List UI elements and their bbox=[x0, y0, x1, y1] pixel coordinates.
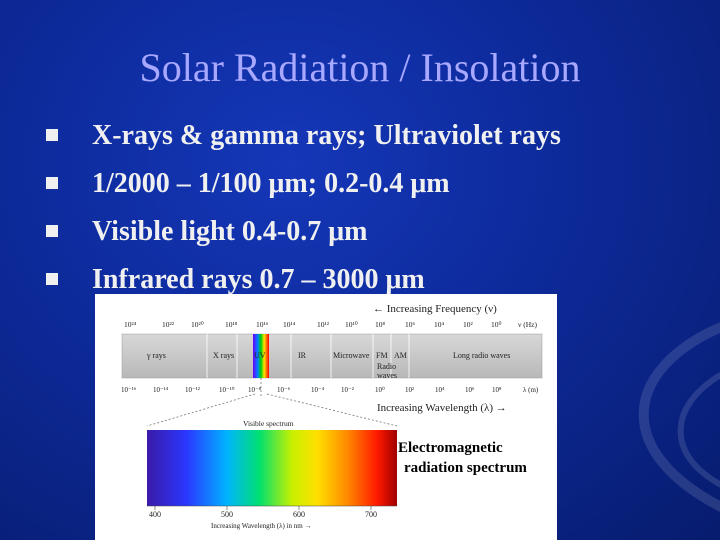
visible-band-stripe bbox=[253, 334, 269, 378]
wavelength-unit: λ (m) bbox=[523, 386, 539, 394]
frequency-tick: 10¹⁰ bbox=[345, 320, 358, 329]
bullet-list: X-rays & gamma rays; Ultraviolet rays 1/… bbox=[44, 112, 561, 304]
frequency-tick: 10⁴ bbox=[434, 320, 445, 329]
frequency-tick: 10²² bbox=[162, 320, 175, 329]
bullet-text: Visible light 0.4-0.7 μm bbox=[92, 216, 368, 247]
frequency-tick: 10²⁰ bbox=[191, 320, 204, 329]
frequency-tick: 10⁸ bbox=[375, 320, 386, 329]
wavelength-tick: 10⁴ bbox=[435, 386, 445, 394]
wavelength-axis-label: Increasing Wavelength (λ) → bbox=[377, 402, 507, 414]
square-bullet-icon bbox=[46, 225, 58, 237]
wavelength-tick: 10⁻² bbox=[341, 386, 354, 394]
bullet-item: X-rays & gamma rays; Ultraviolet rays bbox=[44, 112, 561, 160]
em-spectrum-diagram: ← Increasing Frequency (ν) 10²⁴ 10²² 10²… bbox=[121, 303, 543, 530]
visible-spectrum-gradient bbox=[147, 430, 397, 506]
bullet-text: 1/2000 – 1/100 μm; 0.2-0.4 μm bbox=[92, 168, 450, 199]
frequency-tick: 10¹⁶ bbox=[256, 320, 269, 329]
visible-axis-label: Increasing Wavelength (λ) in nm → bbox=[211, 522, 311, 530]
wavelength-tick: 10⁰ bbox=[375, 386, 385, 394]
frequency-tick: 10¹⁴ bbox=[283, 320, 296, 329]
visible-tick: 400 bbox=[149, 510, 161, 519]
square-bullet-icon bbox=[46, 177, 58, 189]
caption-line: Electromagnetic bbox=[398, 440, 503, 456]
band-label-ir: IR bbox=[298, 351, 307, 360]
visible-tick: 600 bbox=[293, 510, 305, 519]
wavelength-tick: 10⁻⁴ bbox=[311, 386, 325, 394]
wavelength-tick: 10⁸ bbox=[492, 386, 502, 394]
wavelength-tick: 10⁶ bbox=[465, 386, 475, 394]
visible-tick: 700 bbox=[365, 510, 377, 519]
band-label-gamma: γ rays bbox=[146, 351, 166, 360]
wavelength-tick: 10⁻¹⁰ bbox=[219, 386, 235, 394]
zoom-guide-lines bbox=[146, 378, 398, 427]
wavelength-tick: 10⁻¹⁶ bbox=[121, 386, 137, 394]
radio-label: Radio bbox=[377, 362, 396, 371]
spectrum-band-strip bbox=[121, 333, 543, 379]
bullet-text: X-rays & gamma rays; Ultraviolet rays bbox=[92, 120, 561, 151]
frequency-tick: 10⁰ bbox=[491, 320, 502, 329]
frequency-axis-label: ← Increasing Frequency (ν) bbox=[373, 303, 497, 315]
wavelength-tick: 10² bbox=[405, 386, 414, 394]
band-label-microwave: Microwave bbox=[333, 351, 370, 360]
band-label-am: AM bbox=[394, 351, 407, 360]
square-bullet-icon bbox=[46, 273, 58, 285]
frequency-tick: 10¹⁸ bbox=[225, 320, 238, 329]
slide-title: Solar Radiation / Insolation bbox=[139, 45, 581, 90]
visible-tick: 500 bbox=[221, 510, 233, 519]
wavelength-tick: 10⁻⁶ bbox=[277, 386, 291, 394]
wavelength-tick: 10⁻¹⁴ bbox=[153, 386, 169, 394]
background-swirl bbox=[638, 322, 720, 512]
band-label-fm: FM bbox=[376, 351, 388, 360]
em-spectrum-figure: ← Increasing Frequency (ν) 10²⁴ 10²² 10²… bbox=[95, 294, 557, 540]
frequency-tick: 10² bbox=[463, 320, 474, 329]
wavelength-tick: 10⁻⁸ bbox=[248, 386, 262, 394]
frequency-tick: 10¹² bbox=[317, 320, 330, 329]
frequency-tick: 10²⁴ bbox=[124, 320, 137, 329]
caption-line: radiation spectrum bbox=[404, 460, 527, 476]
bullet-text: Infrared rays 0.7 – 3000 μm bbox=[92, 264, 425, 295]
radio-label: waves bbox=[377, 371, 397, 380]
square-bullet-icon bbox=[46, 129, 58, 141]
figure-caption: Electromagnetic radiation spectrum bbox=[398, 438, 558, 478]
visible-spectrum-label: Visible spectrum bbox=[243, 419, 294, 428]
wavelength-tick: 10⁻¹² bbox=[185, 386, 200, 394]
bullet-item: Visible light 0.4-0.7 μm bbox=[44, 208, 561, 256]
frequency-unit: ν (Hz) bbox=[518, 320, 538, 329]
bullet-item: Infrared rays 0.7 – 3000 μm bbox=[44, 256, 561, 304]
frequency-tick: 10⁶ bbox=[405, 320, 416, 329]
band-label-xray: X rays bbox=[213, 351, 234, 360]
bullet-item: 1/2000 – 1/100 μm; 0.2-0.4 μm bbox=[44, 160, 561, 208]
band-label-long-radio: Long radio waves bbox=[453, 351, 510, 360]
band-label-uv: UV bbox=[254, 351, 266, 360]
